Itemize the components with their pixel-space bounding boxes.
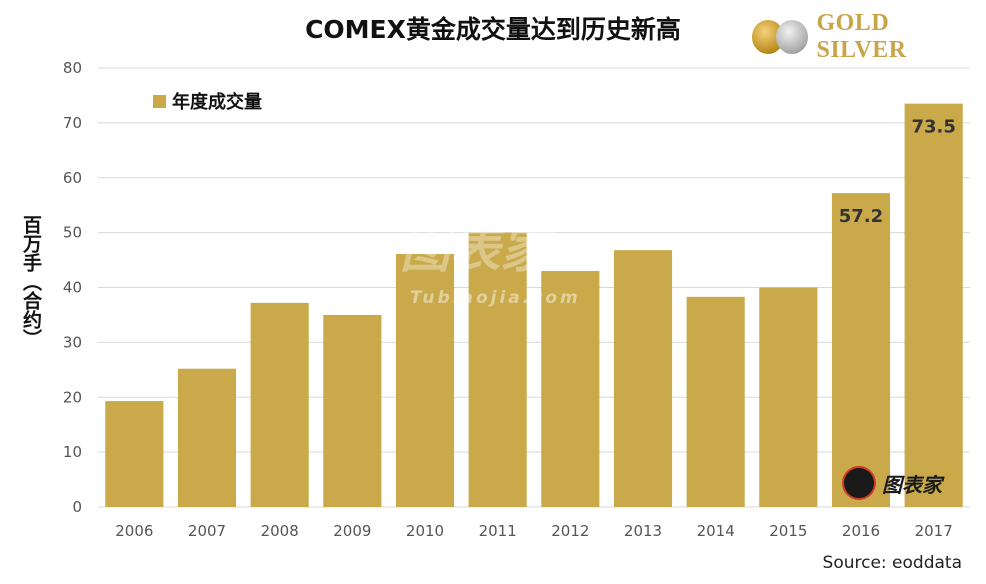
x-tick-label: 2006 — [115, 522, 153, 540]
x-tick-label: 2007 — [188, 522, 226, 540]
y-axis-label: 百万手（合约） — [20, 215, 42, 348]
x-tick-label: 2013 — [624, 522, 662, 540]
bar — [468, 232, 527, 507]
x-tick-label: 2012 — [551, 522, 589, 540]
y-tick-label: 40 — [63, 279, 82, 297]
bar — [759, 287, 818, 507]
bar — [177, 368, 237, 507]
source-note: Source: eoddata — [822, 553, 962, 573]
bar — [250, 302, 309, 507]
x-tick-label: 2016 — [842, 522, 880, 540]
y-tick-label: 80 — [63, 59, 82, 77]
data-label: 57.2 — [839, 206, 883, 227]
bar — [686, 296, 745, 507]
x-tick-label: 2008 — [261, 522, 299, 540]
chart-title: COMEX黄金成交量达到历史新高 — [305, 15, 681, 44]
x-tick-label: 2010 — [406, 522, 444, 540]
legend: 年度成交量 — [153, 88, 262, 114]
tubiaojia-badge: 图表家 — [842, 466, 942, 500]
bar — [323, 314, 382, 507]
gold-silver-logo: GOLD SILVER — [752, 10, 977, 63]
y-tick-label: 30 — [63, 333, 82, 351]
data-label: 73.5 — [911, 117, 955, 138]
bar — [395, 254, 455, 507]
bar — [541, 271, 600, 507]
bar — [613, 250, 673, 507]
x-tick-label: 2014 — [697, 522, 735, 540]
y-tick-label: 60 — [63, 169, 82, 187]
badge-icon — [842, 466, 876, 500]
y-tick-label: 10 — [63, 443, 82, 461]
legend-label: 年度成交量 — [172, 92, 262, 113]
silver-coin-icon — [776, 20, 809, 54]
y-tick-label: 0 — [72, 498, 82, 516]
x-tick-label: 2011 — [479, 522, 517, 540]
y-tick-label: 50 — [63, 224, 82, 242]
bar — [105, 401, 164, 507]
bar — [831, 193, 891, 508]
x-tick-label: 2009 — [333, 522, 371, 540]
x-tick-label: 2015 — [769, 522, 807, 540]
y-tick-label: 70 — [63, 114, 82, 132]
legend-swatch — [153, 94, 166, 108]
bar — [904, 103, 963, 507]
logo-text: GOLD SILVER — [816, 10, 907, 63]
badge-text: 图表家 — [882, 472, 942, 497]
x-tick-label: 2017 — [915, 522, 953, 540]
y-tick-label: 20 — [63, 388, 82, 406]
